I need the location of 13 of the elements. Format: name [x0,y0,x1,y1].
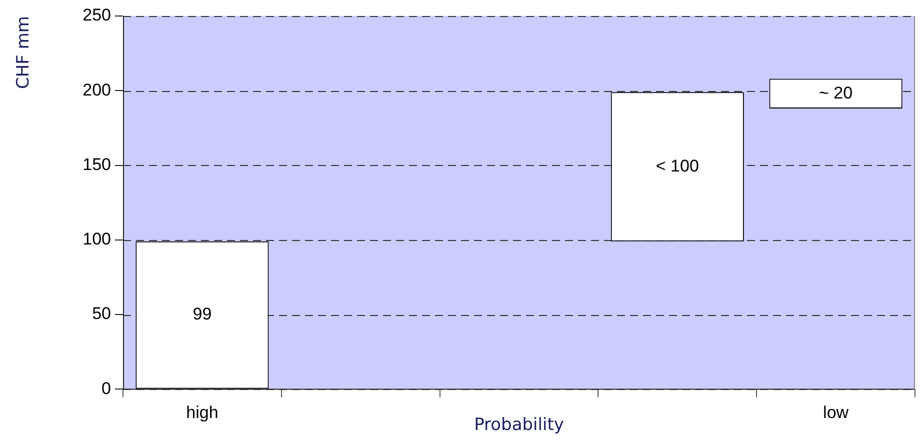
data-label: 99 [192,304,212,324]
data-label: ~ 20 [819,83,853,102]
y-axis-title: CHF mm [14,16,34,89]
x-tick-label: high [186,403,218,422]
x-tick-label: low [823,403,850,422]
y-tick-label: 0 [102,378,111,398]
y-tick-label: 250 [82,6,111,25]
y-tick-label: 200 [82,80,111,100]
y-tick-label: 50 [92,304,111,324]
data-label: < 100 [656,156,699,176]
x-axis-title: Probability [474,415,564,436]
y-tick-label: 100 [82,230,111,249]
y-tick-label: 150 [82,154,111,174]
